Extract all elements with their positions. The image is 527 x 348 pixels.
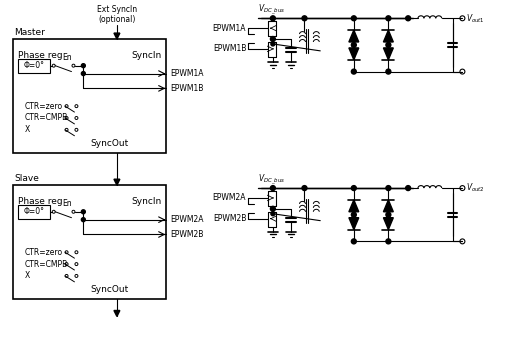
Polygon shape <box>349 30 359 42</box>
Bar <box>13 39 166 152</box>
Circle shape <box>352 69 356 74</box>
Circle shape <box>81 64 85 68</box>
Text: SyncOut: SyncOut <box>90 285 129 294</box>
Text: SyncIn: SyncIn <box>131 51 161 60</box>
Polygon shape <box>349 218 359 230</box>
Text: SyncIn: SyncIn <box>131 197 161 206</box>
Text: En: En <box>63 53 72 62</box>
Text: En: En <box>63 199 72 208</box>
Circle shape <box>270 16 275 21</box>
Circle shape <box>406 185 411 191</box>
Polygon shape <box>384 48 393 60</box>
Bar <box>13 185 166 299</box>
Circle shape <box>352 16 356 21</box>
Text: EPWM1B: EPWM1B <box>170 84 203 93</box>
Circle shape <box>302 185 307 191</box>
Text: $V_{DC\_bus}$: $V_{DC\_bus}$ <box>258 173 285 187</box>
Text: CTR=CMPB: CTR=CMPB <box>25 113 69 122</box>
Text: EPWM2B: EPWM2B <box>170 230 203 239</box>
Text: EPWM2B: EPWM2B <box>213 214 246 223</box>
Text: Master: Master <box>14 28 45 37</box>
Text: Φ=0°: Φ=0° <box>24 61 44 70</box>
Circle shape <box>386 42 391 47</box>
Text: Ext SyncIn
(optional): Ext SyncIn (optional) <box>97 5 137 24</box>
Text: CTR=zero: CTR=zero <box>25 102 63 111</box>
Text: $V_{DC\_bus}$: $V_{DC\_bus}$ <box>258 3 285 17</box>
Polygon shape <box>384 30 393 42</box>
Polygon shape <box>114 310 120 316</box>
Circle shape <box>352 42 356 47</box>
Circle shape <box>271 212 275 216</box>
Text: EPWM1B: EPWM1B <box>213 45 246 53</box>
Polygon shape <box>349 200 359 212</box>
Circle shape <box>406 16 411 21</box>
Circle shape <box>386 212 391 217</box>
Text: SyncOut: SyncOut <box>90 139 129 148</box>
Text: Phase reg: Phase reg <box>18 197 63 206</box>
Circle shape <box>386 69 391 74</box>
Circle shape <box>271 42 275 46</box>
Circle shape <box>302 16 307 21</box>
Text: EPWM2A: EPWM2A <box>170 215 204 224</box>
Circle shape <box>270 206 275 211</box>
Text: Φ=0°: Φ=0° <box>24 207 44 216</box>
Text: X: X <box>25 271 31 280</box>
Circle shape <box>386 239 391 244</box>
Polygon shape <box>114 179 120 185</box>
Text: Slave: Slave <box>14 174 39 183</box>
Text: CTR=CMPB: CTR=CMPB <box>25 260 69 269</box>
Circle shape <box>386 185 391 191</box>
Polygon shape <box>114 33 120 39</box>
Text: $V_{out1}$: $V_{out1}$ <box>466 12 485 25</box>
Text: EPWM1A: EPWM1A <box>213 24 246 33</box>
Circle shape <box>81 218 85 222</box>
Polygon shape <box>349 48 359 60</box>
Text: EPWM2A: EPWM2A <box>213 193 246 203</box>
Text: $V_{out2}$: $V_{out2}$ <box>466 182 485 194</box>
Circle shape <box>352 239 356 244</box>
Circle shape <box>352 212 356 217</box>
Polygon shape <box>384 200 393 212</box>
Text: CTR=zero: CTR=zero <box>25 248 63 257</box>
Circle shape <box>386 16 391 21</box>
Circle shape <box>81 210 85 214</box>
Polygon shape <box>384 218 393 230</box>
Text: X: X <box>25 125 31 134</box>
Circle shape <box>270 185 275 191</box>
Text: Phase reg: Phase reg <box>18 51 63 60</box>
Circle shape <box>270 37 275 41</box>
Circle shape <box>81 72 85 76</box>
Text: EPWM1A: EPWM1A <box>170 69 204 78</box>
Circle shape <box>352 185 356 191</box>
Bar <box>18 59 50 73</box>
Bar <box>18 205 50 219</box>
